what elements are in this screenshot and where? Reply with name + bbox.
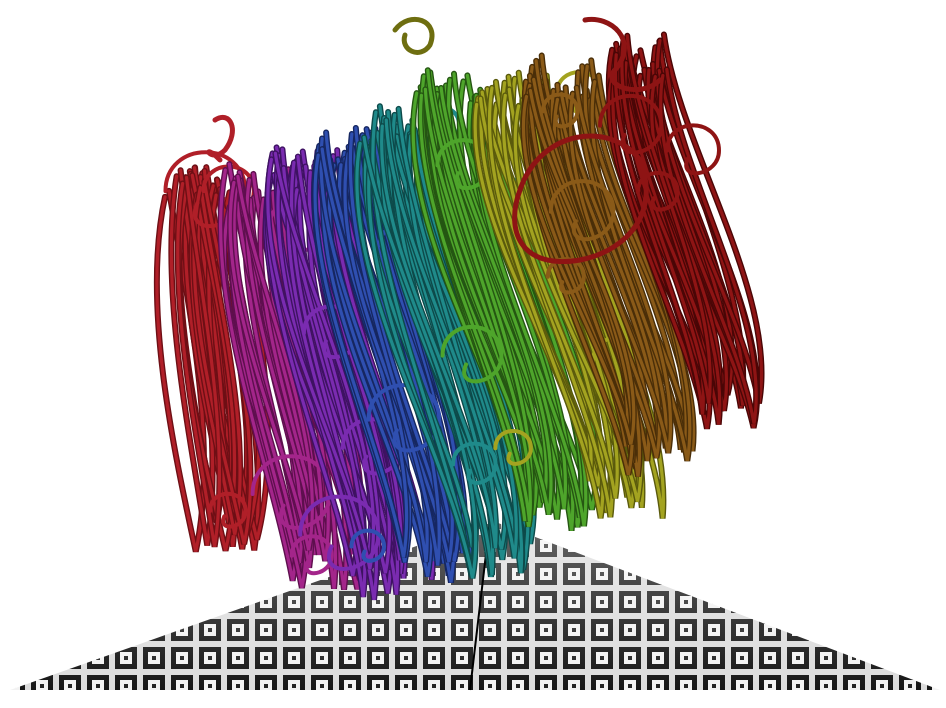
teal-fiber — [380, 118, 498, 549]
blue-loop — [349, 528, 387, 563]
dark-red-loop — [665, 123, 721, 176]
blue-loop — [366, 383, 442, 453]
magenta-fiber — [228, 174, 314, 551]
purple-fiber — [276, 166, 367, 598]
red-left-fiber — [176, 175, 222, 548]
brown-loop — [548, 179, 616, 242]
dark-red-fiber — [659, 67, 758, 424]
surface-loop-2 — [206, 114, 235, 163]
surface-loop-0 — [392, 16, 435, 55]
teal-fiber — [391, 107, 495, 578]
green-fiber — [418, 87, 532, 522]
green-fiber — [433, 86, 553, 515]
brown-fiber — [568, 86, 673, 454]
magenta-loop — [289, 534, 334, 576]
brown-loop — [540, 92, 580, 129]
dark-red-fiber — [613, 47, 705, 415]
purple-fiber — [266, 151, 376, 570]
olive-fiber — [487, 80, 605, 519]
teal-loop — [451, 441, 498, 485]
green-loop — [440, 324, 504, 384]
surface-loop-3 — [512, 133, 649, 264]
olive-loop — [493, 428, 533, 466]
surface-loop-1 — [582, 16, 663, 92]
blue-fiber — [313, 147, 409, 558]
teal-fiber — [355, 135, 478, 579]
fiber-strands — [153, 16, 765, 601]
brown-fiber — [528, 59, 630, 447]
blue-fiber — [348, 126, 441, 566]
brown-fiber — [521, 88, 636, 445]
red-left-loop — [208, 491, 248, 529]
